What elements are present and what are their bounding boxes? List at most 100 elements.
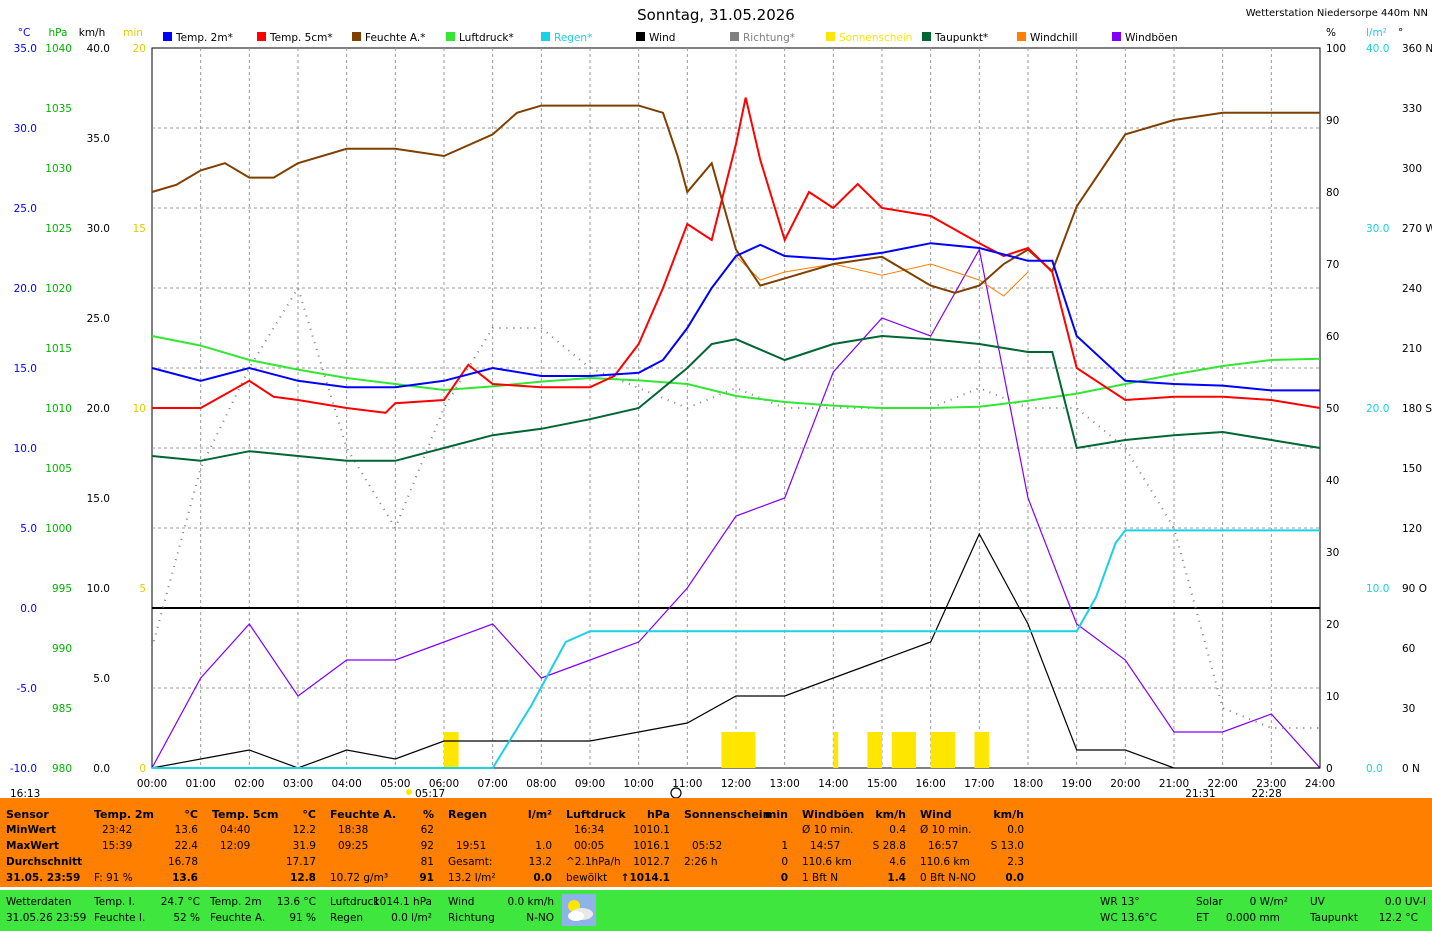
panel-luftdruck-row4-value: ↑1014.1 [620,872,670,884]
axis-unit-hpa: hPa [49,27,68,39]
sunshine-bar [721,732,756,768]
axis-tick-deg: 240 [1402,283,1422,295]
axis-tick-pct: 70 [1326,259,1339,271]
panel-wind-row2-value: S 13.0 [990,840,1024,852]
axis-unit-temp: °C [18,27,31,39]
axis-tick-temp: -10.0 [10,763,37,775]
et-value: 0.000 mm [1226,912,1280,924]
solar-label: Solar [1196,896,1223,908]
humidity-inside-value: 52 % [173,912,200,924]
series-temp-2m [151,242,1320,392]
panel-temp5cm-row1-value: 12.2 [292,824,316,836]
axis-tick-temp: 20.0 [14,283,37,295]
legend-swatch [636,32,645,41]
panel-wind: Wind km/h Ø 10 min. 0.0 16:57 S 13.0 110.6 km 2… [914,798,1030,887]
axis-tick-hpa: 985 [52,703,72,715]
panel-regen-row4-label: 13.2 l/m² [448,872,496,884]
axis-tick-pct: 20 [1326,619,1339,631]
panel-temp2m-row1-value: 13.6 [174,824,198,836]
row-label-max: MaxWert [6,840,59,852]
panel-temp2m-row2-time: 15:39 [102,840,133,852]
axis-tick-hpa: 1030 [45,163,72,175]
temp-2m-value: 13.6 °C [276,896,316,908]
temp-2m-label: Temp. 2m [210,896,262,908]
panel-luftdruck-unit: hPa [646,808,670,821]
axis-tick-time: 09:00 [575,778,605,790]
legend-swatch [826,32,835,41]
series-wind [151,532,1320,769]
panel-regen-row4-value: 0.0 [533,872,552,884]
panel-temp2m-row1-time: 23:42 [102,824,133,836]
panel-feuchte-row1-time: 18:38 [338,824,369,836]
axis-tick-time: 08:00 [526,778,556,790]
chart-title: Sonntag, 31.05.2026 [637,6,795,24]
panel-temp2m: Temp. 2m °C 23:42 13.6 15:39 22.4 16.78 F: 91 %… [88,798,204,887]
axis-tick-rain: 30.0 [1366,223,1389,235]
panel-luftdruck-row1-value: 1010.1 [633,824,670,836]
panel-boeen-row2-value: S 28.8 [872,840,906,852]
axis-unit-min: min [123,27,143,39]
axis-tick-min: 10 [133,403,146,415]
sunshine-bar [891,732,917,768]
axis-tick-time: 12:00 [721,778,751,790]
axis-tick-hpa: 1005 [45,463,72,475]
panel-boeen-row1-value: 0.4 [889,824,906,836]
panel-boeen-row4-value: 1.4 [887,872,906,884]
panel-boeen-row4-label: 1 Bft N [802,872,839,884]
panel-feuchte-unit: % [422,808,434,821]
axis-tick-kmh: 30.0 [87,223,110,235]
temp-inside-label: Temp. I. [94,896,136,908]
panel-wind-unit: km/h [993,808,1024,821]
axis-tick-deg: 270 W [1402,223,1432,235]
panel-sonne: Sonnenschein min 05:52 1 2:26 h 0 0 [678,798,794,887]
humidity-outside-value: 91 % [289,912,316,924]
axis-tick-deg: 90 O [1402,583,1427,595]
legend-label: Windböen [1125,32,1178,44]
sunshine-bar [867,732,882,768]
axis-tick-pct: 50 [1326,403,1339,415]
axis-tick-kmh: 20.0 [87,403,110,415]
axis-tick-pct: 90 [1326,115,1339,127]
axis-tick-time: 03:00 [283,778,313,790]
legend-label: Windchill [1030,32,1078,44]
legend-label: Luftdruck* [459,32,514,44]
panel-temp5cm-unit: °C [302,808,316,821]
legend-swatch [1112,32,1121,41]
axis-tick-temp: 25.0 [14,203,37,215]
axis-tick-time: 00:00 [137,778,167,790]
axis-tick-pct: 40 [1326,475,1339,487]
axis-tick-hpa: 1040 [45,43,72,55]
moon-icon [670,787,682,798]
uv-label: UV [1310,896,1325,908]
panel-wind-row1-value: 0.0 [1007,824,1024,836]
current-panel: Wetterdaten 31.05.26 23:59 Temp. I. 24.7… [0,890,1432,931]
panel-luftdruck-header: Luftdruck [566,808,626,821]
panel-sonne-row2-value: 1 [781,840,788,852]
series-luftdruck [151,335,1321,409]
wind-value: 0.0 km/h [507,896,554,908]
station-name: Wetterstation Niedersorpe 440m NN [1245,8,1428,19]
humidity-inside-label: Feuchte I. [94,912,146,924]
legend-label: Feuchte A.* [365,32,426,44]
direction-label: Richtung [448,912,495,924]
axis-tick-kmh: 25.0 [87,313,110,325]
axis-tick-time: 19:00 [1062,778,1092,790]
row-label-date: 31.05. 23:59 [6,872,81,884]
axis-tick-deg: 150 [1402,463,1422,475]
axis-tick-temp: 0.0 [20,603,37,615]
sunshine-bar [444,732,459,768]
axis-unit-deg: ° [1398,27,1403,39]
panel-luftdruck: Luftdruck hPa 16:34 1010.1 00:05 1016.1 ^2.1hP… [560,798,676,887]
panel-sonne-row2-time: 05:52 [692,840,723,852]
axis-tick-temp: 10.0 [14,443,37,455]
axis-tick-deg: 180 S [1402,403,1432,415]
axis-tick-kmh: 0.0 [93,763,110,775]
axis-tick-temp: 30.0 [14,123,37,135]
axis-tick-time: 17:00 [964,778,994,790]
panel-boeen-unit: km/h [875,808,906,821]
axis-tick-temp: 5.0 [20,523,37,535]
axis-tick-time: 10:00 [624,778,654,790]
pressure-value: 1014.1 hPa [372,896,432,908]
legend-swatch [1017,32,1026,41]
panel-feuchte: Feuchte A.% 18:38 62 09:25 92 81 10.72 g/m³ 91 [324,798,440,887]
